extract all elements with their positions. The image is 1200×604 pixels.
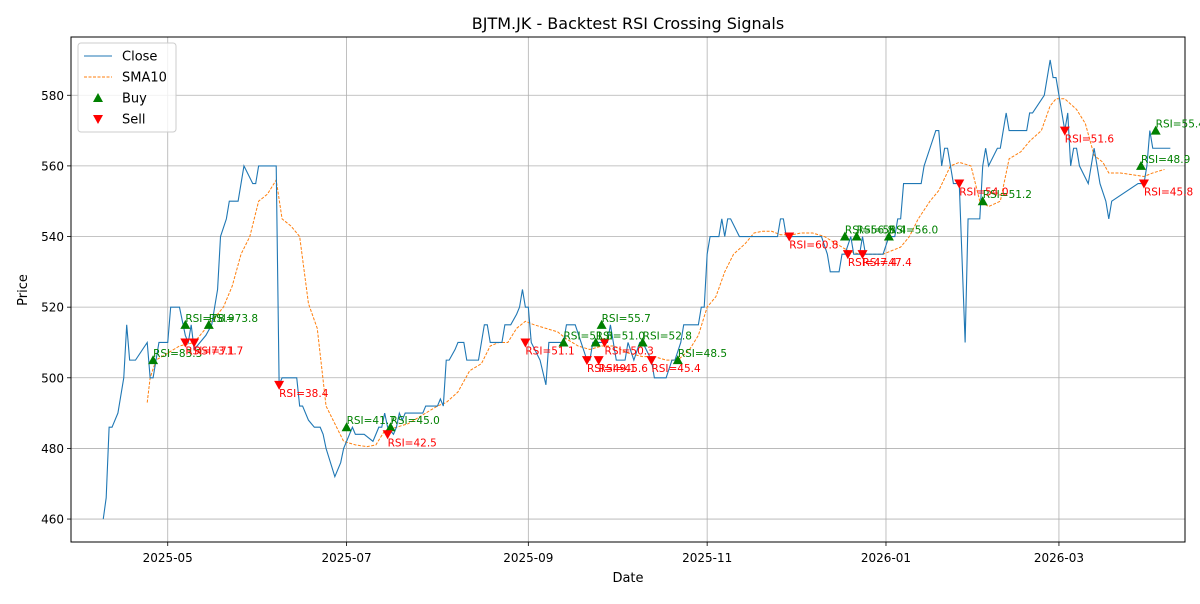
- buy-marker: [977, 196, 988, 206]
- sell-rsi-label: RSI=45.6: [599, 363, 649, 375]
- buy-rsi-label: RSI=51.2: [983, 189, 1032, 201]
- legend-box: [77, 42, 177, 133]
- sell-marker: [842, 250, 853, 260]
- sell-marker: [180, 338, 191, 348]
- buy-marker: [180, 319, 191, 329]
- buy-marker: [558, 337, 569, 347]
- buy-rsi-label: RSI=41.7: [347, 415, 396, 427]
- sell-marker: [954, 179, 965, 189]
- buy-marker: [341, 422, 352, 432]
- buy-marker: [1150, 125, 1161, 135]
- sell-marker: [274, 380, 285, 390]
- buy-rsi-label: RSI=45.0: [391, 415, 440, 427]
- series-layer: [102, 59, 1171, 520]
- sell-rsi-label: RSI=73.1: [185, 345, 234, 357]
- plot-area: [102, 59, 1171, 520]
- buy-marker: [596, 319, 607, 329]
- sell-rsi-label: RSI=50.3: [605, 345, 654, 357]
- x-tick-label: 2025-09: [503, 551, 553, 565]
- chart-title: BJTM.JK - Backtest RSI Crossing Signals: [472, 14, 784, 33]
- sell-rsi-label: RSI=42.5: [388, 437, 437, 449]
- y-axis-label: Price: [16, 274, 31, 306]
- sell-marker: [1138, 179, 1149, 189]
- legend-label: Sell: [122, 113, 145, 128]
- buy-marker: [839, 231, 850, 241]
- buy-marker: [637, 337, 648, 347]
- sell-rsi-label: RSI=45.4: [651, 363, 701, 375]
- x-tick-label: 2025-07: [321, 551, 371, 565]
- sell-marker: [784, 232, 795, 242]
- buy-rsi-label: RSI=73.8: [209, 313, 258, 325]
- buy-rsi-label: RSI=78.9: [185, 313, 234, 325]
- x-tick-label: 2025-05: [143, 551, 193, 565]
- buy-marker: [883, 231, 894, 241]
- legend-sell-swatch: [93, 115, 103, 124]
- buy-rsi-label: RSI=51.0: [596, 330, 645, 342]
- x-tick-label: 2026-01: [861, 551, 911, 565]
- legend: Close SMA10 Buy Sell: [77, 42, 177, 133]
- buy-marker: [203, 319, 214, 329]
- buy-rsi-label: RSI=48.9: [1141, 154, 1190, 166]
- buy-marker: [851, 231, 862, 241]
- sell-rsi-label: RSI=54.0: [959, 187, 1008, 199]
- y-tick-label: 460: [41, 513, 64, 527]
- x-tick-label: 2025-11: [682, 551, 732, 565]
- x-tick-label: 2026-03: [1034, 551, 1084, 565]
- sell-marker: [593, 356, 604, 366]
- axes-frame: [70, 36, 1186, 543]
- buy-marker: [385, 422, 396, 432]
- sell-rsi-label: RSI=49.1: [587, 363, 636, 375]
- y-tick-label: 520: [41, 301, 64, 315]
- sell-marker: [1059, 126, 1070, 136]
- sell-rsi-label: RSI=60.8: [789, 240, 838, 252]
- legend-label: SMA10: [122, 71, 167, 86]
- sell-marker: [599, 338, 610, 348]
- y-tick-label: 480: [41, 442, 64, 456]
- buy-rsi-label: RSI=83.3: [153, 348, 202, 360]
- sell-rsi-label: RSI=47.4: [863, 257, 913, 269]
- buy-rsi-label: RSI=48.5: [678, 348, 727, 360]
- sell-marker: [646, 356, 657, 366]
- grid: [71, 37, 1185, 542]
- sell-rsi-label: RSI=51.1: [525, 345, 574, 357]
- buy-marker: [590, 337, 601, 347]
- axis-ticks: 2025-05 2025-07 2025-09 2025-11 2026-01 2026-…: [41, 89, 1084, 565]
- sell-marker: [581, 356, 592, 366]
- x-axis-label: Date: [612, 571, 643, 586]
- legend-buy-swatch: [93, 93, 103, 102]
- sell-marker: [520, 338, 531, 348]
- sell-marker: [382, 430, 393, 440]
- buy-rsi-label: RSI=51.8: [564, 330, 613, 342]
- sell-marker: [857, 250, 868, 260]
- sell-rsi-label: RSI=38.4: [279, 388, 329, 400]
- buy-marker: [148, 355, 159, 365]
- y-tick-label: 580: [41, 89, 64, 103]
- y-tick-label: 560: [41, 159, 64, 173]
- sell-rsi-label: RSI=71.7: [194, 345, 243, 357]
- buy-rsi-label: RSI=55.4: [1156, 119, 1200, 131]
- buy-rsi-label: RSI=56.0: [889, 225, 938, 237]
- buy-marker: [1136, 160, 1147, 170]
- sell-rsi-label: RSI=51.6: [1065, 134, 1115, 146]
- legend-label: Buy: [122, 92, 147, 107]
- sell-rsi-label: RSI=47.4: [848, 257, 898, 269]
- buy-marker: [672, 355, 683, 365]
- y-tick-label: 540: [41, 230, 64, 244]
- sell-marker: [189, 338, 200, 348]
- buy-rsi-label: RSI=56.8: [845, 225, 894, 237]
- y-tick-label: 500: [41, 371, 64, 385]
- sell-rsi-label: RSI=45.8: [1144, 187, 1193, 199]
- buy-rsi-label: RSI=52.8: [643, 330, 692, 342]
- legend-label: Close: [122, 50, 157, 65]
- buy-rsi-label: RSI=55.7: [602, 313, 651, 325]
- buy-rsi-label: RSI=55.4: [857, 225, 907, 237]
